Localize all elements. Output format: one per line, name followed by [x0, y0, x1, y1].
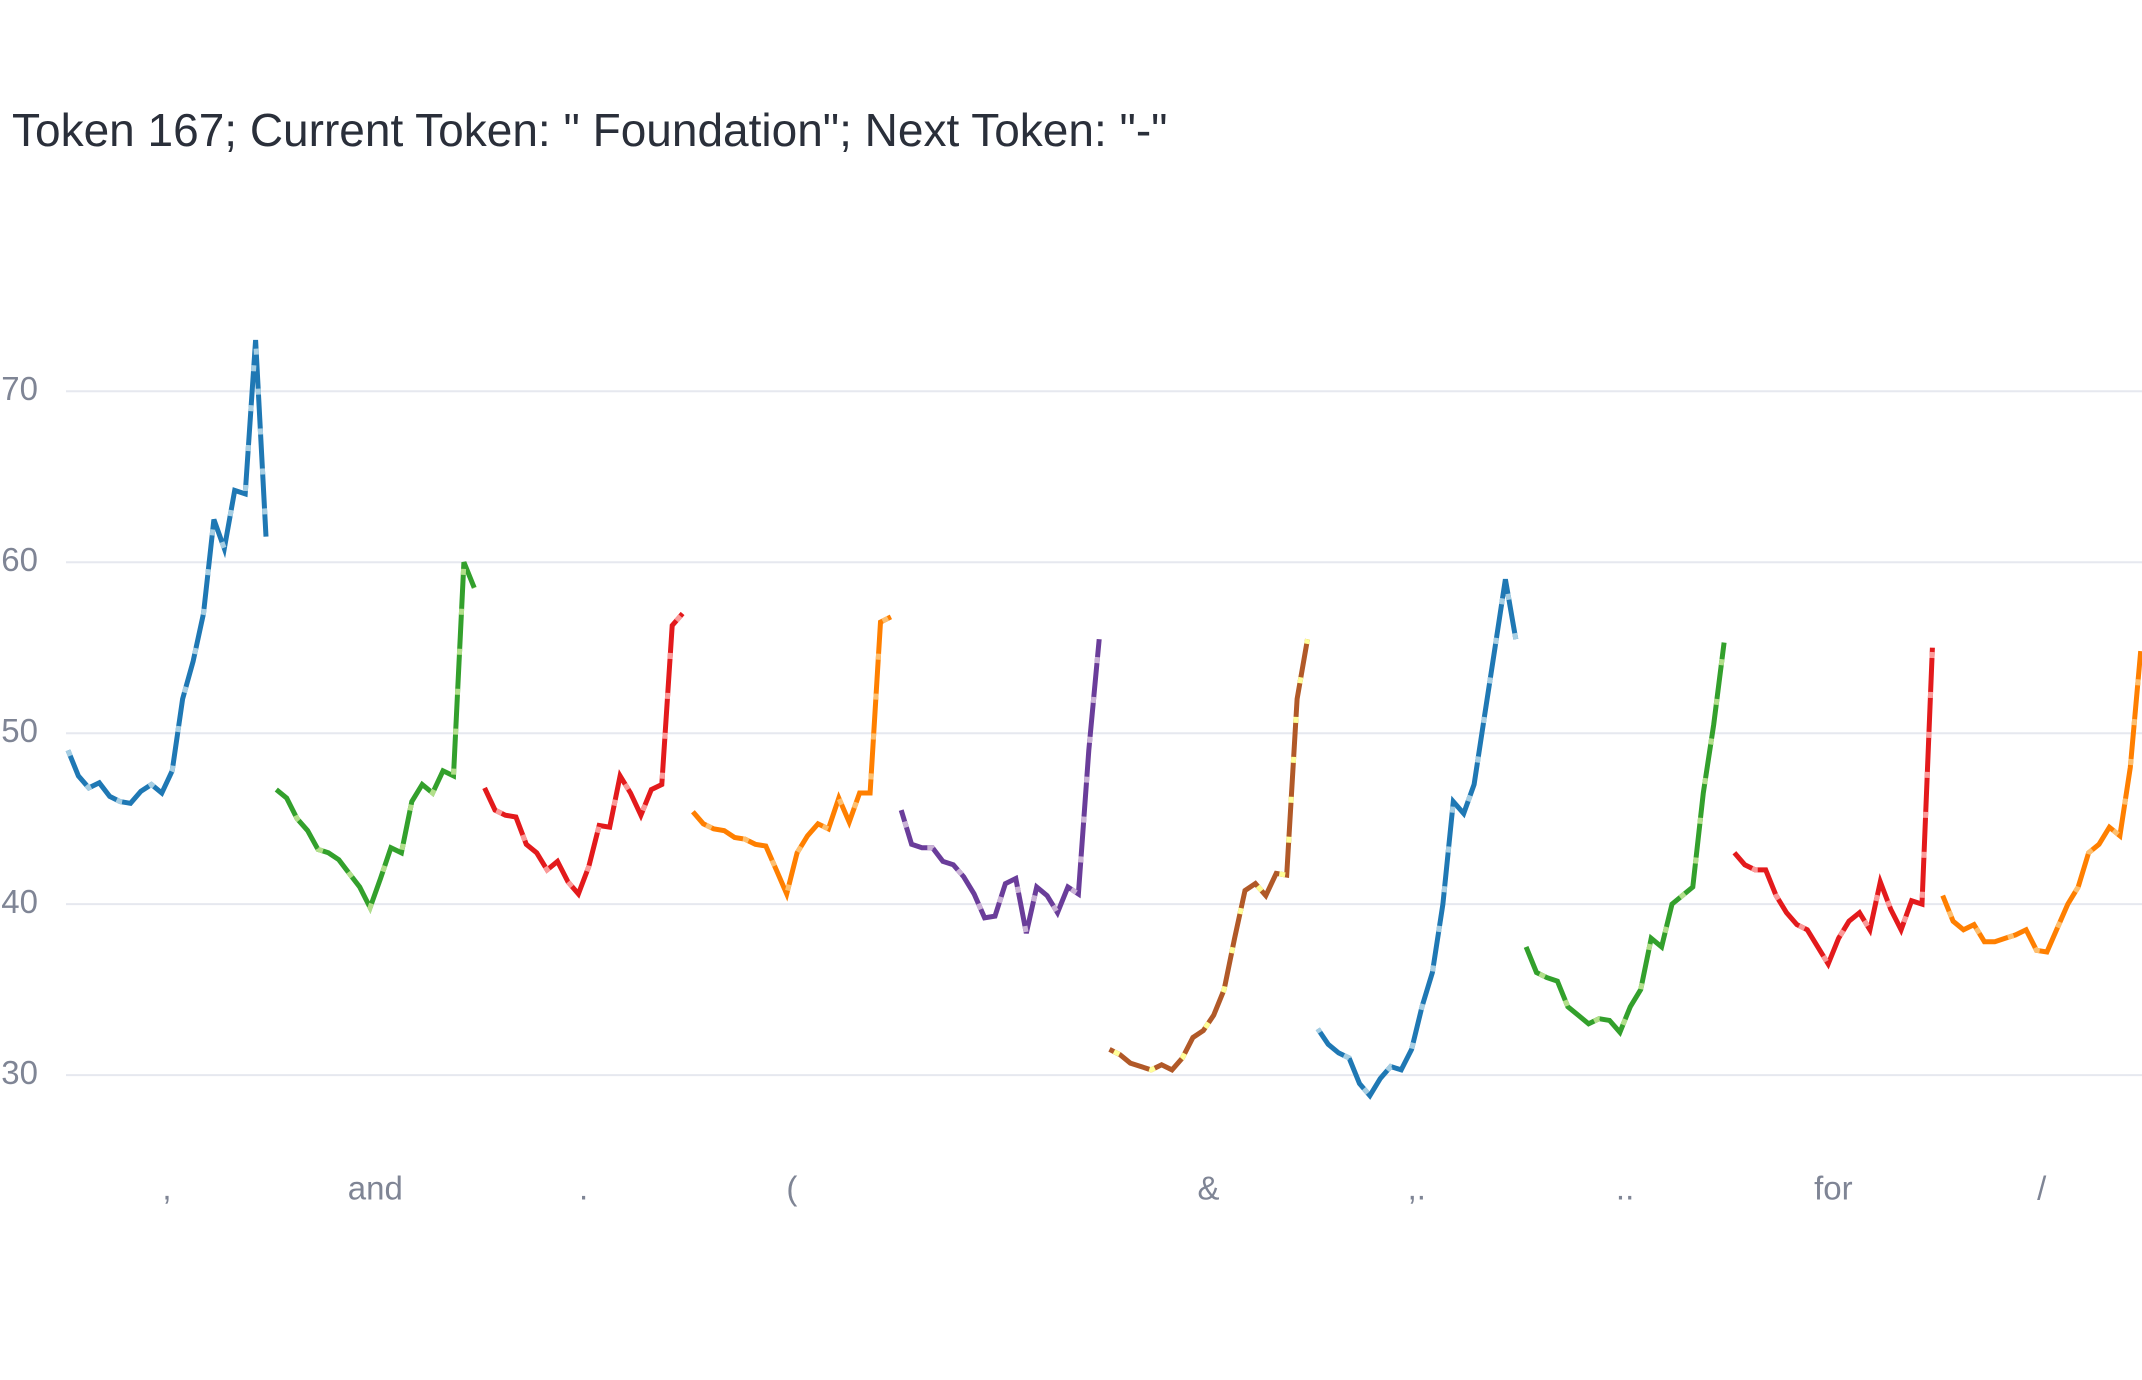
x-tick-label: .. — [1616, 1170, 1634, 1207]
x-tick-label: and — [348, 1170, 403, 1207]
series-line — [65, 339, 269, 806]
y-tick-label: 70 — [1, 370, 38, 407]
series-line — [1940, 650, 2142, 955]
series-line-highlight — [1940, 650, 2142, 955]
series-line-highlight — [1108, 638, 1310, 1073]
x-tick-label: / — [2037, 1170, 2047, 1207]
series-line-highlight — [274, 561, 477, 914]
x-tick-label: for — [1814, 1170, 1853, 1207]
series-line — [482, 611, 685, 899]
series-line — [1108, 638, 1310, 1073]
series-line — [1523, 642, 1727, 1038]
series-line — [898, 638, 1102, 934]
y-tick-label: 40 — [1, 883, 38, 920]
chart-title: Token 167; Current Token: " Foundation";… — [12, 104, 1167, 156]
series-line — [274, 561, 477, 914]
x-tick-label: ( — [786, 1170, 797, 1207]
x-tick-label: ,. — [1408, 1170, 1426, 1207]
x-tick-label: . — [579, 1170, 588, 1207]
series-line-highlight — [1523, 642, 1727, 1038]
series-line-highlight — [898, 638, 1102, 934]
series-line — [1315, 578, 1519, 1100]
x-tick-label: , — [162, 1170, 171, 1207]
x-tick-label: & — [1197, 1170, 1219, 1207]
series-line — [691, 614, 893, 902]
series-line — [1732, 647, 1935, 970]
y-tick-label: 60 — [1, 541, 38, 578]
y-tick-label: 50 — [1, 712, 38, 749]
series-line-highlight — [482, 611, 685, 899]
series-line-highlight — [691, 614, 893, 902]
series-line-highlight — [1732, 647, 1935, 970]
y-tick-label: 30 — [1, 1054, 38, 1091]
